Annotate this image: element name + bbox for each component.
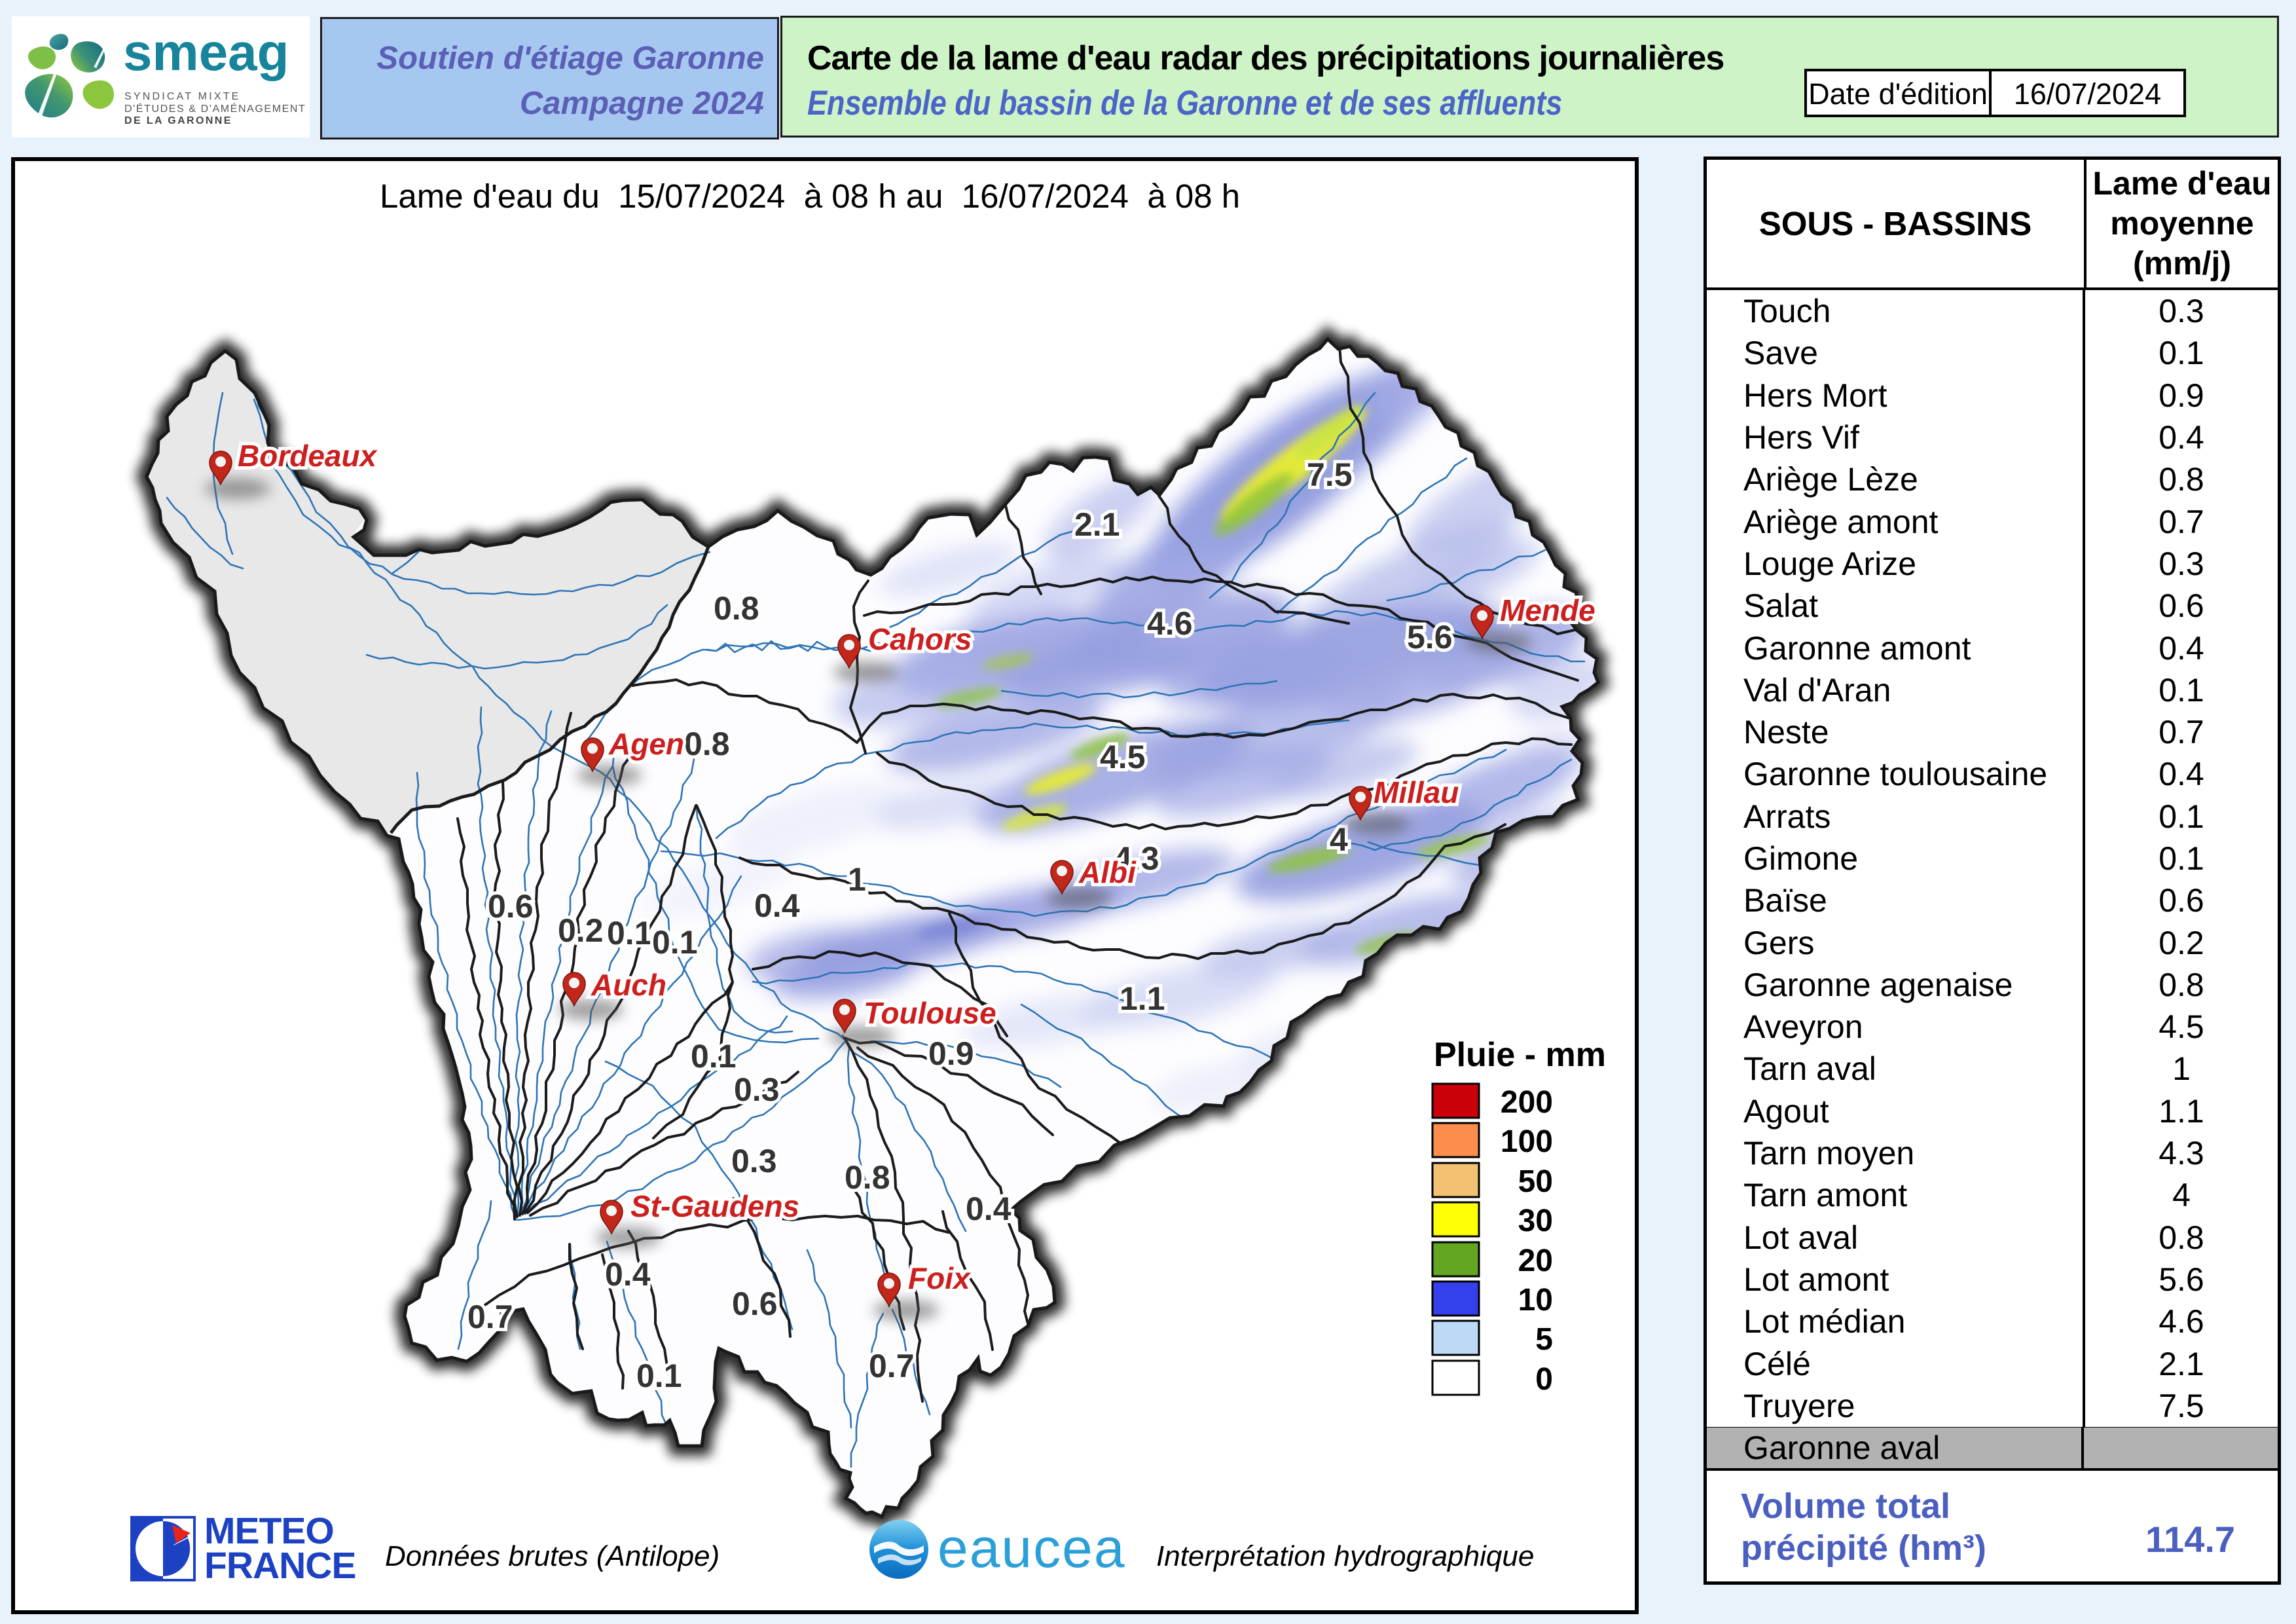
svg-text:0.9: 0.9	[928, 1035, 974, 1072]
svg-text:Auch: Auch	[591, 968, 666, 1002]
svg-text:200: 200	[1501, 1085, 1553, 1120]
svg-text:0.8: 0.8	[684, 726, 730, 762]
svg-text:0.8: 0.8	[845, 1159, 890, 1196]
svg-text:0.3: 0.3	[731, 1143, 777, 1179]
svg-text:50: 50	[1518, 1164, 1553, 1199]
svg-text:0.3: 0.3	[734, 1071, 780, 1108]
svg-text:Albi: Albi	[1078, 855, 1137, 889]
svg-text:20: 20	[1518, 1244, 1553, 1278]
svg-text:Foix: Foix	[908, 1261, 972, 1295]
svg-text:0.1: 0.1	[691, 1038, 737, 1075]
svg-text:Millau: Millau	[1374, 775, 1459, 809]
svg-text:5: 5	[1535, 1322, 1553, 1357]
svg-text:0.1: 0.1	[607, 915, 653, 951]
svg-text:Toulouse: Toulouse	[864, 996, 996, 1030]
svg-text:4: 4	[1330, 821, 1348, 858]
svg-text:0.4: 0.4	[754, 887, 800, 924]
svg-text:0.7: 0.7	[869, 1348, 915, 1384]
svg-text:5.6: 5.6	[1407, 619, 1453, 655]
svg-text:30: 30	[1518, 1204, 1553, 1238]
svg-text:0.2: 0.2	[558, 912, 604, 949]
svg-text:DE LA GARONNE: DE LA GARONNE	[124, 115, 232, 126]
svg-text:10: 10	[1518, 1283, 1553, 1318]
svg-text:0.6: 0.6	[732, 1285, 778, 1322]
svg-text:1: 1	[848, 861, 866, 898]
svg-text:4.3: 4.3	[1114, 840, 1159, 877]
svg-text:2.1: 2.1	[1074, 506, 1120, 543]
svg-text:Mende: Mende	[1500, 593, 1595, 627]
svg-text:0.7: 0.7	[467, 1299, 513, 1335]
svg-text:4.6: 4.6	[1147, 605, 1193, 642]
svg-text:Bordeaux: Bordeaux	[238, 439, 378, 473]
svg-text:St-Gaudens: St-Gaudens	[630, 1189, 799, 1223]
svg-text:Pluie - mm: Pluie - mm	[1434, 1036, 1606, 1074]
svg-text:0: 0	[1535, 1362, 1553, 1397]
svg-text:100: 100	[1501, 1124, 1553, 1159]
svg-text:smeag: smeag	[123, 23, 289, 81]
svg-text:0.1: 0.1	[652, 924, 698, 961]
svg-text:0.1: 0.1	[636, 1357, 682, 1394]
svg-text:Cahors: Cahors	[868, 622, 972, 656]
svg-text:1.1: 1.1	[1120, 980, 1165, 1017]
svg-text:4.5: 4.5	[1100, 739, 1146, 775]
svg-text:7.5: 7.5	[1307, 456, 1353, 493]
svg-text:Agen: Agen	[608, 727, 684, 761]
svg-text:0.8: 0.8	[714, 590, 759, 627]
svg-text:D'ÉTUDES & D'AMÉNAGEMENT: D'ÉTUDES & D'AMÉNAGEMENT	[124, 102, 306, 115]
svg-text:SYNDICAT MIXTE: SYNDICAT MIXTE	[124, 91, 241, 102]
svg-text:0.6: 0.6	[488, 888, 534, 925]
svg-text:0.4: 0.4	[966, 1190, 1011, 1227]
svg-text:0.4: 0.4	[605, 1256, 651, 1293]
